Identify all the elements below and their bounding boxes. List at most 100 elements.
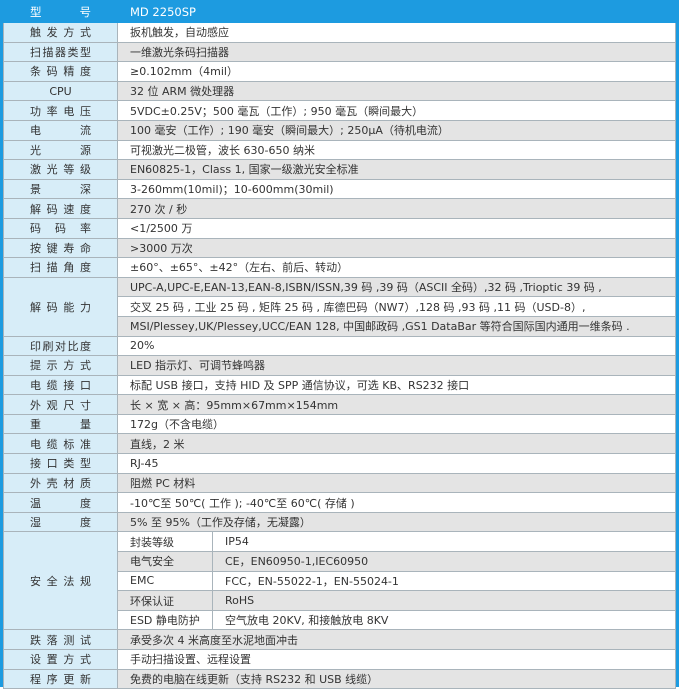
spec-sub-value: FCC，EN-55022-1，EN-55024-1 [212,570,676,592]
spec-label: 按键寿命 [3,237,118,259]
spec-value: ≥0.102mm（4mil） [117,61,676,82]
spec-row: 湿度 5% 至 95%（工作及存储，无凝露） [3,511,676,533]
spec-value: UPC-A,UPC-E,EAN-13,EAN-8,ISBN/ISSN,39 码 … [117,276,676,298]
spec-sub-value: IP54 [212,531,676,553]
spec-row: 按键寿命 >3000 万次 [3,237,676,259]
spec-row: 电缆接口 标配 USB 接口，支持 HID 及 SPP 通信协议，可选 KB、RS… [3,374,676,396]
spec-row: 温度 -10℃至 50℃( 工作 ); -40℃至 60℃( 存储 ) [3,492,676,513]
spec-value: EN60825-1，Class 1, 国家一级激光安全标准 [117,159,676,180]
spec-label: 安全法规 [3,531,118,631]
spec-value: 100 毫安（工作）; 190 毫安（瞬间最大）; 250μA（待机电流） [117,119,676,141]
spec-row: MSI/Plessey,UK/Plessey,UCC/EAN 128, 中国邮政… [4,315,676,337]
spec-row: 电缆标准 直线，2 米 [3,433,676,455]
spec-row: 解码能力 UPC-A,UPC-E,EAN-13,EAN-8,ISBN/ISSN,3… [3,276,676,337]
spec-row: 提示方式 LED 指示灯、可调节蜂鸣器 [3,355,676,376]
spec-sub-label: ESD 静电防护 [117,609,213,631]
spec-value: 一维激光条码扫描器 [117,41,676,63]
spec-value: 270 次 / 秒 [117,198,676,219]
header-row: 型 号 MD 2250SP [3,0,676,23]
spec-value: <1/2500 万 [117,217,676,239]
spec-label: 湿度 [3,511,118,533]
spec-label: 电缆接口 [3,374,118,396]
spec-row: 接口类型 RJ-45 [3,453,676,474]
spec-label: 触发方式 [3,22,118,43]
spec-value: 标配 USB 接口，支持 HID 及 SPP 通信协议，可选 KB、RS232 … [117,374,676,396]
spec-label: 码码率 [3,217,118,239]
spec-row: 触发方式 扳机触发，自动感应 [3,22,676,43]
spec-value: MSI/Plessey,UK/Plessey,UCC/EAN 128, 中国邮政… [117,315,676,337]
spec-value: >3000 万次 [117,237,676,259]
spec-value: 交叉 25 码 , 工业 25 码 , 矩阵 25 码 , 库德巴码（NW7）,… [117,296,676,317]
header-label: 型 号 [3,0,118,23]
spec-value: 免费的电脑在线更新（支持 RS232 和 USB 线缆） [117,668,676,689]
spec-row: 交叉 25 码 , 工业 25 码 , 矩阵 25 码 , 库德巴码（NW7）,… [4,296,676,317]
spec-label: 解码速度 [3,198,118,219]
spec-value: RJ-45 [117,453,676,474]
spec-sub-label: 环保认证 [117,590,213,611]
header-model: MD 2250SP [117,0,676,23]
spec-row: 扫描器类型 一维激光条码扫描器 [3,41,676,63]
spec-row: 激光等级 EN60825-1，Class 1, 国家一级激光安全标准 [3,159,676,180]
spec-sub-value: CE，EN60950-1,IEC60950 [212,551,676,572]
spec-label: 条码精度 [3,61,118,82]
spec-value: 172g（不含电缆） [117,413,676,435]
spec-label: 程序更新 [3,668,118,689]
spec-value: 长 × 宽 × 高：95mm×67mm×154mm [117,394,676,415]
spec-value: 手动扫描设置、远程设置 [117,649,676,670]
spec-row: 功率电压 5VDC±0.25V；500 毫瓦（工作）; 950 毫瓦（瞬间最大） [3,100,676,121]
spec-value: 阻燃 PC 材料 [117,472,676,494]
spec-value: ±60°、±65°、±42°（左右、前后、转动） [117,257,676,278]
spec-row: 程序更新 免费的电脑在线更新（支持 RS232 和 USB 线缆） [3,668,676,689]
spec-label: 外壳材质 [3,472,118,494]
spec-label: 激光等级 [3,159,118,180]
spec-row: 印刷对比度 20% [3,335,676,357]
spec-row: 条码精度 ≥0.102mm（4mil） [3,61,676,82]
spec-value: 5% 至 95%（工作及存储，无凝露） [117,511,676,533]
spec-value: 可视激光二极管，波长 630-650 纳米 [117,139,676,161]
spec-label: 扫描角度 [3,257,118,278]
spec-label: 电缆标准 [3,433,118,455]
spec-label: 功率电压 [3,100,118,121]
spec-value: 承受多次 4 米高度至水泥地面冲击 [117,629,676,650]
spec-label: 接口类型 [3,453,118,474]
spec-value: 扳机触发，自动感应 [117,22,676,43]
spec-value: LED 指示灯、可调节蜂鸣器 [117,355,676,376]
spec-value: 32 位 ARM 微处理器 [117,80,676,102]
spec-row: 光源 可视激光二极管，波长 630-650 纳米 [3,139,676,161]
spec-label: CPU [3,80,118,102]
spec-row: 码码率 <1/2500 万 [3,217,676,239]
spec-value: -10℃至 50℃( 工作 ); -40℃至 60℃( 存储 ) [117,492,676,513]
spec-table: 型 号 MD 2250SP 触发方式 扳机触发，自动感应 扫描器类型 一维激光条码扫描… [3,0,676,689]
spec-row: 设置方式 手动扫描设置、远程设置 [3,649,676,670]
spec-label: 景深 [3,178,118,200]
spec-row-sub: 安全法规 封装等级 IP54 [3,531,676,631]
spec-label: 扫描器类型 [3,41,118,63]
spec-row: 外壳材质 阻燃 PC 材料 [3,472,676,494]
spec-sub-label: 封装等级 [117,531,213,553]
spec-row: 外观尺寸长 × 宽 × 高：95mm×67mm×154mm [3,394,676,415]
spec-row-sub: 电气安全 CE，EN60950-1,IEC60950 [4,551,676,572]
spec-row: 扫描角度 ±60°、±65°、±42°（左右、前后、转动） [3,257,676,278]
spec-value: 直线，2 米 [117,433,676,455]
spec-row: 重量 172g（不含电缆） [3,413,676,435]
spec-row-sub: EMC FCC，EN-55022-1，EN-55024-1 [4,570,676,592]
spec-label: 光源 [3,139,118,161]
spec-label: 印刷对比度 [3,335,118,357]
spec-label: 电流 [3,119,118,141]
spec-label: 重量 [3,413,118,435]
spec-row: 解码速度 270 次 / 秒 [3,198,676,219]
spec-sub-value: RoHS [212,590,676,611]
spec-row: CPU 32 位 ARM 微处理器 [3,80,676,102]
spec-value: 20% [117,335,676,357]
spec-label: 解码能力 [3,276,118,337]
spec-label: 温度 [3,492,118,513]
spec-row: 跌落测试 承受多次 4 米高度至水泥地面冲击 [3,629,676,650]
spec-row: 电流 100 毫安（工作）; 190 毫安（瞬间最大）; 250μA（待机电流） [3,119,676,141]
spec-sub-label: EMC [117,570,213,592]
spec-label: 跌落测试 [3,629,118,650]
spec-value: 5VDC±0.25V；500 毫瓦（工作）; 950 毫瓦（瞬间最大） [117,100,676,121]
spec-sub-value: 空气放电 20KV, 和接触放电 8KV [212,609,676,631]
spec-label: 设置方式 [3,649,118,670]
spec-value: 3-260mm(10mil)；10-600mm(30mil) [117,178,676,200]
